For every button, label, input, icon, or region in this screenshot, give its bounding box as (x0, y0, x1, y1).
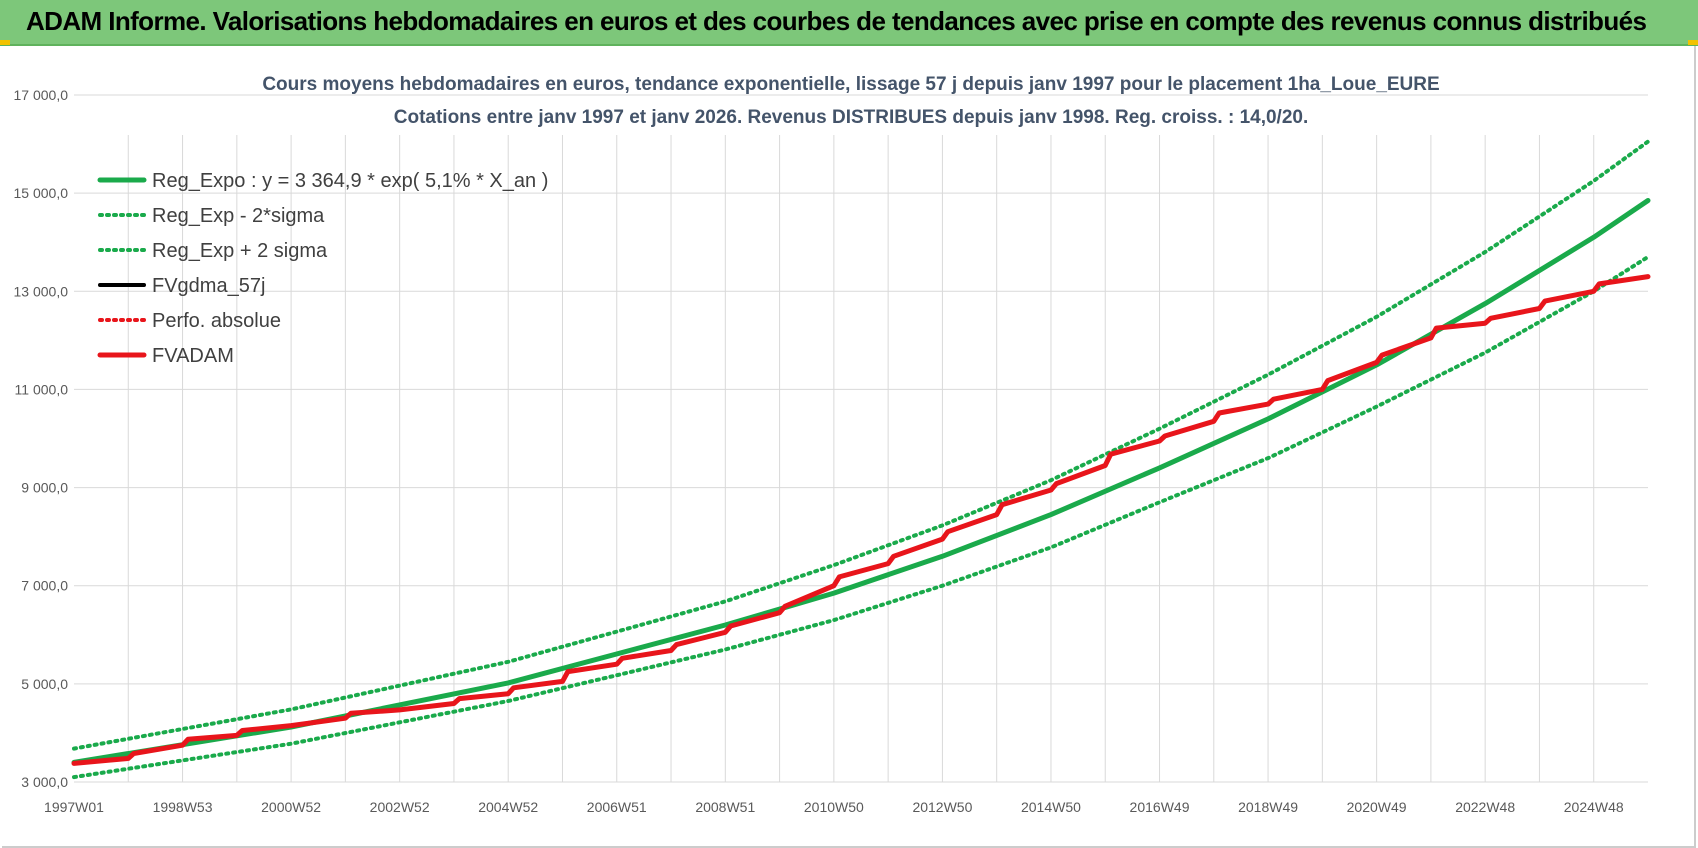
legend-label: Reg_Exp + 2 sigma (152, 240, 328, 262)
x-tick-label: 1997W01 (44, 799, 104, 815)
report-header: ADAM Informe. Valorisations hebdomadaire… (0, 0, 1698, 46)
legend: Reg_Expo : y = 3 364,9 * exp( 5,1% * X_a… (97, 170, 548, 367)
y-tick-label: 7 000,0 (21, 578, 68, 594)
series-line-3 (72, 275, 1650, 765)
y-tick-label: 11 000,0 (15, 381, 69, 397)
x-tick-label: 2020W49 (1347, 799, 1407, 815)
x-tick-label: 2018W49 (1238, 799, 1298, 815)
chart-frame (2, 46, 1696, 848)
chart-title: Cours moyens hebdomadaires en euros, ten… (262, 74, 1439, 95)
legend-label: FVADAM (152, 345, 234, 367)
x-tick-label: 2004W52 (478, 799, 538, 815)
series-line-4 (72, 274, 1650, 766)
corner-mark-right (1688, 40, 1698, 45)
legend-label: Reg_Expo : y = 3 364,9 * exp( 5,1% * X_a… (152, 170, 548, 192)
y-tick-label: 3 000,0 (21, 774, 68, 790)
x-tick-label: 1998W53 (153, 799, 213, 815)
chart-subtitle: Cotations entre janv 1997 et janv 2026. … (394, 107, 1309, 128)
y-tick-label: 17 000,0 (14, 87, 69, 103)
x-tick-label: 2014W50 (1021, 799, 1081, 815)
legend-label: Perfo. absolue (152, 310, 281, 332)
y-tick-label: 5 000,0 (21, 676, 68, 692)
series-line-1 (72, 254, 1650, 780)
x-tick-label: 2016W49 (1130, 799, 1190, 815)
grid-lines (74, 94, 1648, 783)
report-title: ADAM Informe. Valorisations hebdomadaire… (26, 6, 1647, 36)
x-tick-label: 2010W50 (804, 799, 864, 815)
x-tick-label: 2000W52 (261, 799, 321, 815)
x-tick-label: 2008W51 (695, 799, 755, 815)
x-tick-label: 2002W52 (370, 799, 430, 815)
x-tick-label: 2012W50 (912, 799, 972, 815)
x-tick-label: 2024W48 (1564, 799, 1624, 815)
legend-label: FVgdma_57j (152, 275, 265, 297)
series-line-5 (71, 274, 1651, 766)
x-tick-label: 2006W51 (587, 799, 647, 815)
x-tick-label: 2022W48 (1455, 799, 1515, 815)
y-tick-label: 13 000,0 (14, 283, 69, 299)
legend-label: Reg_Exp - 2*sigma (152, 205, 325, 227)
y-axis-ticks: 3 000,0 5 000,0 7 000,0 9 000,0 11 000,0 13 0… (14, 87, 69, 790)
y-tick-label: 9 000,0 (21, 480, 68, 496)
series-line-2 (72, 139, 1650, 751)
x-axis-ticks: 1997W01 1998W53 2000W52 2002W52 2004W52 2006W… (44, 799, 1624, 815)
y-tick-label: 15 000,0 (14, 185, 69, 201)
corner-mark-left (0, 40, 10, 45)
series-lines (71, 139, 1651, 780)
series-line-0 (71, 198, 1651, 765)
